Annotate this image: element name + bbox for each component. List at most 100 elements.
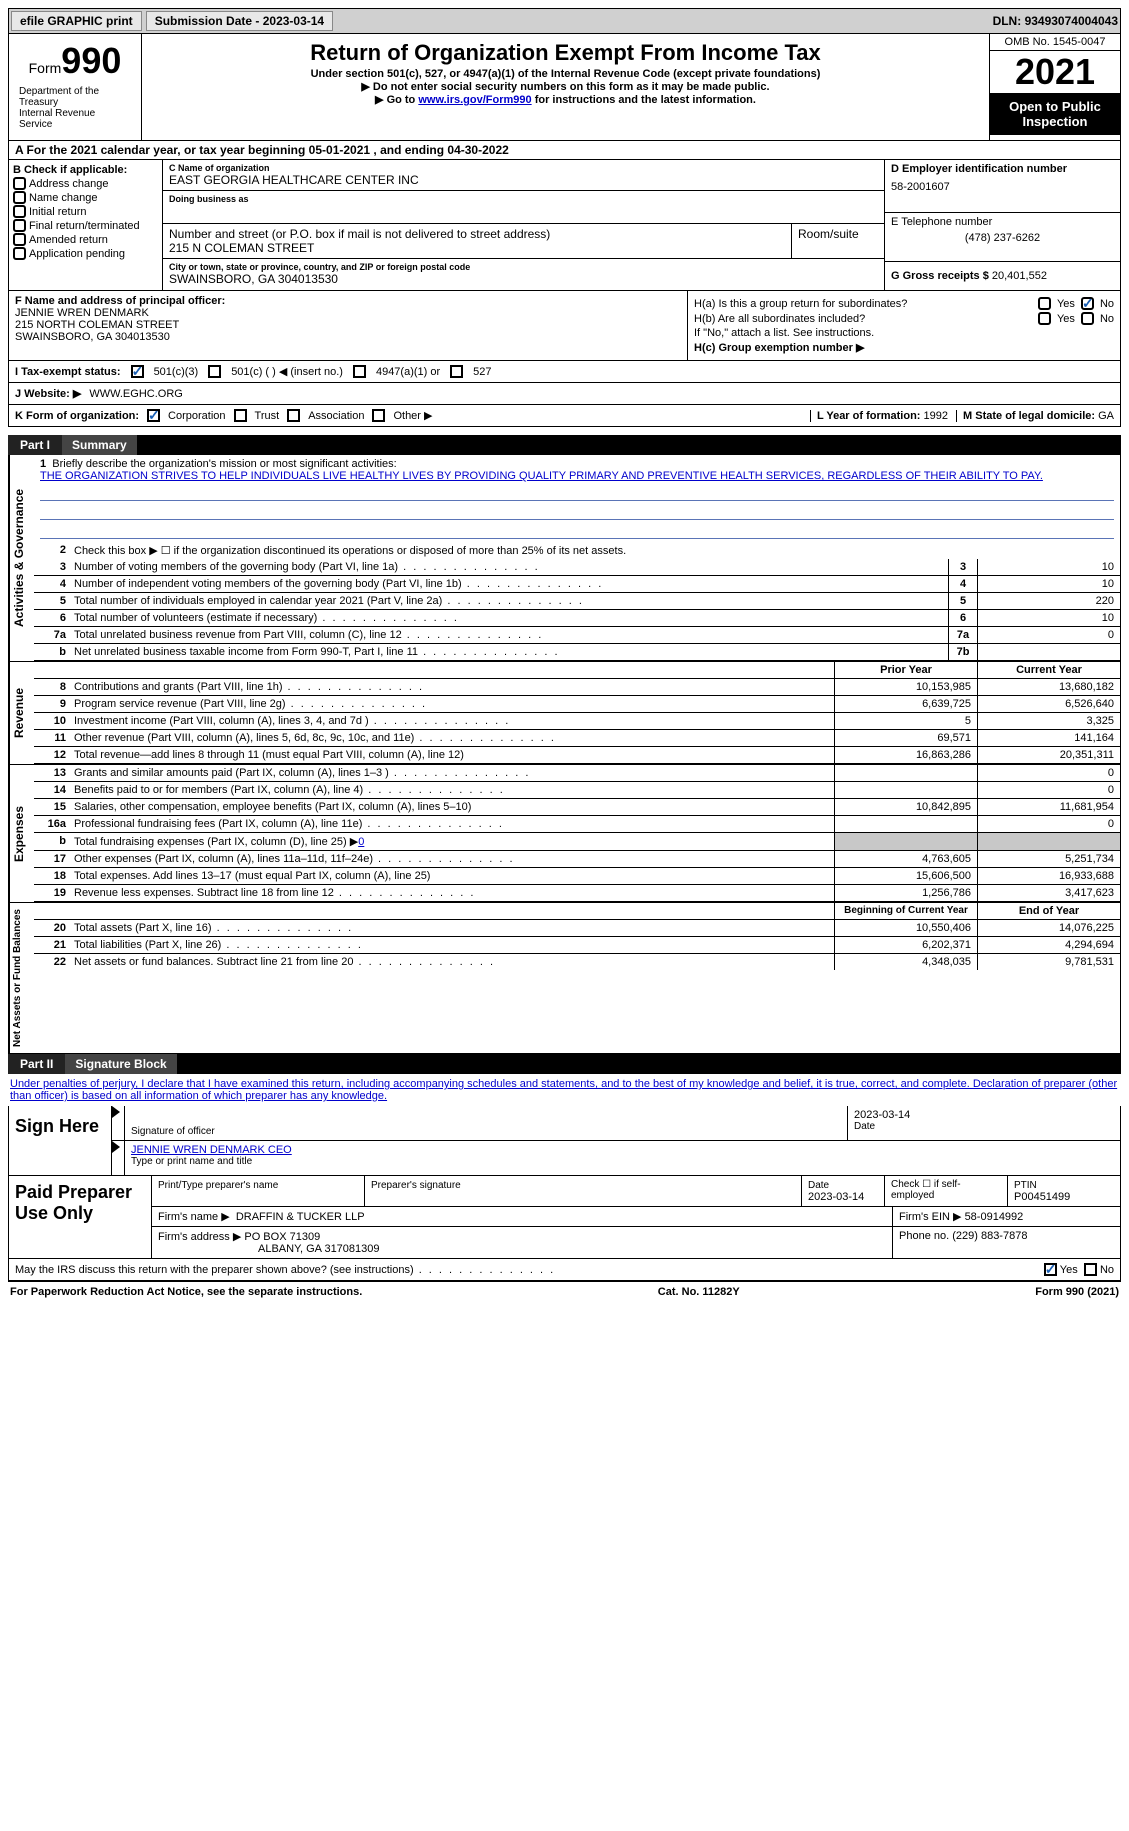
officer-name-title: JENNIE WREN DENMARK CEO [131, 1144, 1114, 1156]
l12-text: Total revenue—add lines 8 through 11 (mu… [70, 747, 834, 763]
net-assets-section: Net Assets or Fund Balances Beginning of… [8, 903, 1121, 1054]
gross-receipts-value: 20,401,552 [992, 270, 1047, 282]
l6-text: Total number of volunteers (estimate if … [70, 610, 948, 626]
m-value: GA [1098, 410, 1114, 422]
i-501c3-checkbox[interactable] [131, 365, 144, 378]
firm-addr-label: Firm's address ▶ [158, 1231, 241, 1243]
prep-sig-label: Preparer's signature [371, 1180, 461, 1191]
l15-text: Salaries, other compensation, employee b… [70, 799, 834, 815]
i-501c3-label: 501(c)(3) [154, 366, 199, 378]
k-assoc-label: Association [308, 410, 364, 422]
sign-here-row: Sign Here Signature of officer 2023-03-1… [8, 1106, 1121, 1176]
l17-curr: 5,251,734 [977, 851, 1120, 867]
efile-print-button[interactable]: efile GRAPHIC print [11, 11, 142, 31]
l2-text: Check this box ▶ ☐ if the organization d… [70, 542, 1120, 559]
app-pending-checkbox[interactable] [13, 247, 26, 260]
row-i: I Tax-exempt status: 501(c)(3) 501(c) ( … [8, 361, 1121, 383]
subtitle-3: ▶ Go to www.irs.gov/Form990 for instruct… [152, 93, 979, 106]
i-4947-checkbox[interactable] [353, 365, 366, 378]
footer-mid: Cat. No. 11282Y [658, 1286, 740, 1298]
form-number: Form990 [15, 40, 135, 82]
tax-year: 2021 [990, 51, 1120, 93]
ha-yes-checkbox[interactable] [1038, 297, 1051, 310]
l13-text: Grants and similar amounts paid (Part IX… [70, 765, 834, 781]
phone-label: E Telephone number [891, 216, 1114, 228]
l-value: 1992 [924, 410, 948, 422]
l11-prior: 69,571 [834, 730, 977, 746]
l3-value: 10 [977, 559, 1120, 575]
addr-change-checkbox[interactable] [13, 177, 26, 190]
ha-no-checkbox[interactable] [1081, 297, 1094, 310]
l8-prior: 10,153,985 [834, 679, 977, 695]
l22-beg: 4,348,035 [834, 954, 977, 970]
i-527-checkbox[interactable] [450, 365, 463, 378]
may-irs-text: May the IRS discuss this return with the… [15, 1264, 1044, 1276]
initial-return-checkbox[interactable] [13, 205, 26, 218]
may-irs-no-checkbox[interactable] [1084, 1263, 1097, 1276]
street-label: Number and street (or P.O. box if mail i… [169, 227, 785, 241]
l20-beg: 10,550,406 [834, 920, 977, 936]
hb-yes-label: Yes [1057, 313, 1075, 325]
sign-here-label: Sign Here [9, 1106, 112, 1175]
expenses-section: Expenses 13Grants and similar amounts pa… [8, 765, 1121, 903]
i-501c-checkbox[interactable] [208, 365, 221, 378]
may-irs-row: May the IRS discuss this return with the… [8, 1259, 1121, 1281]
l18-prior: 15,606,500 [834, 868, 977, 884]
initial-return-label: Initial return [29, 206, 86, 218]
l9-prior: 6,639,725 [834, 696, 977, 712]
l15-prior: 10,842,895 [834, 799, 977, 815]
l9-curr: 6,526,640 [977, 696, 1120, 712]
end-year-hdr: End of Year [977, 903, 1120, 919]
hb-no-checkbox[interactable] [1081, 312, 1094, 325]
l14-curr: 0 [977, 782, 1120, 798]
k-assoc-checkbox[interactable] [287, 409, 300, 422]
l16b: Total fundraising expenses (Part IX, col… [70, 833, 834, 850]
ein-value: 58-2001607 [891, 175, 1114, 193]
l12-curr: 20,351,311 [977, 747, 1120, 763]
arrow-icon [112, 1106, 120, 1118]
l20-end: 14,076,225 [977, 920, 1120, 936]
k-corp-checkbox[interactable] [147, 409, 160, 422]
section-bcd: B Check if applicable: Address change Na… [8, 160, 1121, 291]
amended-return-checkbox[interactable] [13, 233, 26, 246]
curr-year-hdr: Current Year [977, 662, 1120, 678]
paid-preparer-label: Paid Preparer Use Only [9, 1176, 152, 1258]
row-j: J Website: ▶ WWW.EGHC.ORG [8, 383, 1121, 405]
ein-label: D Employer identification number [891, 163, 1114, 175]
prep-date-label: Date [808, 1180, 829, 1191]
col-d: D Employer identification number 58-2001… [884, 160, 1120, 290]
firm-addr1: PO BOX 71309 [244, 1231, 320, 1243]
irs-link[interactable]: www.irs.gov/Form990 [418, 94, 531, 106]
hb-yes-checkbox[interactable] [1038, 312, 1051, 325]
part1-title: Summary [62, 435, 137, 455]
l14-text: Benefits paid to or for members (Part IX… [70, 782, 834, 798]
exp-tab: Expenses [9, 765, 34, 902]
self-emp-check[interactable]: Check ☐ if self-employed [885, 1176, 1008, 1206]
col-b: B Check if applicable: Address change Na… [9, 160, 163, 290]
k-other-checkbox[interactable] [372, 409, 385, 422]
k-trust-checkbox[interactable] [234, 409, 247, 422]
omb-number: OMB No. 1545-0047 [990, 34, 1120, 51]
l9-text: Program service revenue (Part VIII, line… [70, 696, 834, 712]
type-print-label: Type or print name and title [131, 1156, 1114, 1167]
part1-header: Part I Summary [8, 435, 1121, 455]
dept-label: Department of the Treasury Internal Reve… [15, 82, 135, 134]
l19-prior: 1,256,786 [834, 885, 977, 901]
firm-name-label: Firm's name ▶ [158, 1211, 230, 1223]
l7b-text: Net unrelated business taxable income fr… [70, 644, 948, 660]
l20-text: Total assets (Part X, line 16) [70, 920, 834, 936]
street-value: 215 N COLEMAN STREET [169, 241, 785, 255]
dba-label: Doing business as [169, 194, 878, 204]
prep-date: 2023-03-14 [808, 1191, 864, 1203]
final-return-checkbox[interactable] [13, 219, 26, 232]
app-pending-label: Application pending [29, 248, 125, 260]
name-change-checkbox[interactable] [13, 191, 26, 204]
tax-year-begin: 05-01-2021 [309, 143, 370, 157]
l16a-text: Professional fundraising fees (Part IX, … [70, 816, 834, 832]
officer-row: F Name and address of principal officer:… [8, 291, 1121, 361]
submission-date-prefix: Submission Date - [155, 14, 263, 28]
l21-text: Total liabilities (Part X, line 26) [70, 937, 834, 953]
l7b-value [977, 644, 1120, 660]
may-irs-yes-checkbox[interactable] [1044, 1263, 1057, 1276]
l4-value: 10 [977, 576, 1120, 592]
